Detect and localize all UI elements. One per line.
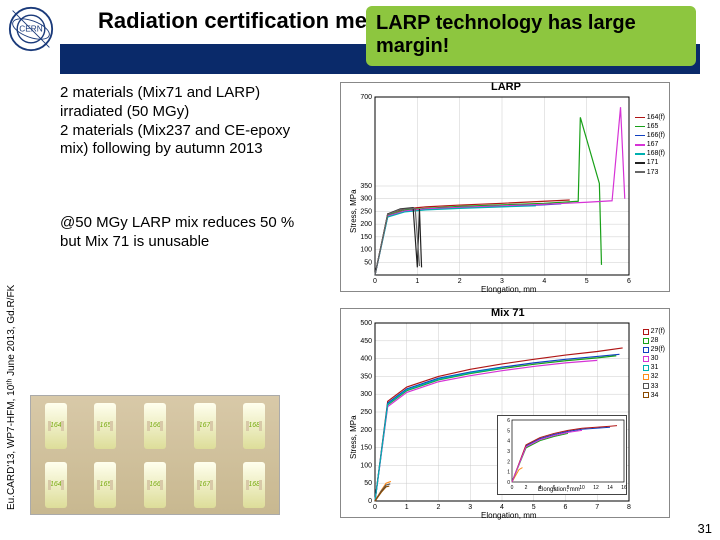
svg-text:150: 150	[360, 445, 372, 452]
legend-item: 34	[643, 391, 665, 400]
cern-logo: CERN	[8, 6, 54, 52]
chart-mix71-legend: 27(f)2829(f)3031323334	[643, 327, 665, 400]
svg-text:10: 10	[579, 485, 585, 491]
svg-text:CERN: CERN	[19, 24, 42, 33]
chart-mix71-inset: 02468101214160123456 Elongation, mm	[497, 415, 627, 495]
legend-item: 28	[643, 336, 665, 345]
sample-specimen: 168	[243, 462, 265, 508]
chart-mix71-inset-plot: 02468101214160123456	[498, 416, 628, 496]
svg-text:700: 700	[360, 94, 372, 101]
svg-text:0: 0	[507, 480, 510, 486]
svg-text:350: 350	[360, 373, 372, 380]
svg-text:12: 12	[593, 485, 599, 491]
svg-text:4: 4	[507, 439, 510, 445]
legend-item: 173	[635, 168, 665, 177]
legend-item: 171	[635, 158, 665, 167]
sample-specimen: 166	[144, 403, 166, 449]
svg-text:2: 2	[437, 504, 441, 511]
svg-text:50: 50	[364, 259, 372, 266]
sample-specimen: 165	[94, 462, 116, 508]
chart-larp-ylabel: Stress, MPa	[349, 189, 358, 233]
chart-mix71: Mix 71 012345678050100150200250300350400…	[340, 308, 670, 518]
chart-larp-plot: 0 1 2 3 4 5 6 50 100 150 200 250 300 350 700	[341, 83, 671, 293]
svg-text:3: 3	[507, 449, 510, 455]
legend-item: 29(f)	[643, 345, 665, 354]
svg-text:250: 250	[360, 208, 372, 215]
page-number: 31	[698, 521, 712, 536]
svg-text:300: 300	[360, 196, 372, 203]
legend-item: 168(f)	[635, 149, 665, 158]
chart-larp: LARP 012345650100150200250300350700 Stre…	[340, 82, 670, 292]
paragraph-materials: 2 materials (Mix71 and LARP) irradiated …	[60, 84, 320, 159]
legend-item: 27(f)	[643, 327, 665, 336]
svg-text:2: 2	[458, 278, 462, 285]
svg-text:400: 400	[360, 356, 372, 363]
svg-text:5: 5	[532, 504, 536, 511]
svg-text:250: 250	[360, 409, 372, 416]
sample-specimen: 164	[45, 403, 67, 449]
legend-item: 164(f)	[635, 113, 665, 122]
svg-text:3: 3	[468, 504, 472, 511]
legend-item: 31	[643, 363, 665, 372]
svg-text:500: 500	[360, 320, 372, 327]
svg-text:5: 5	[585, 278, 589, 285]
svg-text:300: 300	[360, 391, 372, 398]
slide: CERN Radiation certification mech LARP t…	[0, 0, 720, 540]
svg-text:4: 4	[542, 278, 546, 285]
svg-text:7: 7	[595, 504, 599, 511]
svg-text:100: 100	[360, 462, 372, 469]
sample-specimen: 167	[194, 403, 216, 449]
svg-text:0: 0	[373, 278, 377, 285]
svg-text:16: 16	[621, 485, 627, 491]
svg-text:200: 200	[360, 221, 372, 228]
sample-row-top: 164 165 166 167 168	[31, 396, 279, 455]
svg-text:50: 50	[364, 480, 372, 487]
svg-text:1: 1	[507, 470, 510, 476]
chart-mix71-xlabel: Elongation, mm	[481, 511, 537, 520]
chart-larp-legend: 164(f)165166(f)167168(f)171173	[635, 113, 665, 177]
svg-text:350: 350	[360, 183, 372, 190]
svg-text:150: 150	[360, 234, 372, 241]
svg-text:6: 6	[627, 278, 631, 285]
svg-text:0: 0	[368, 498, 372, 505]
svg-text:14: 14	[607, 485, 613, 491]
legend-item: 33	[643, 382, 665, 391]
svg-text:1: 1	[415, 278, 419, 285]
sample-specimen: 164	[45, 462, 67, 508]
svg-text:5: 5	[507, 428, 510, 434]
slide-title: Radiation certification mech	[98, 8, 393, 34]
chart-mix71-ylabel: Stress, MPa	[349, 415, 358, 459]
legend-item: 30	[643, 354, 665, 363]
sample-row-bottom: 164 165 166 167 168	[31, 455, 279, 514]
footer-credit: Eu.CARD'13, WP7-HFM, 10ᵗʰ June 2013, Gd.…	[6, 170, 17, 510]
sample-specimen: 165	[94, 403, 116, 449]
legend-item: 166(f)	[635, 131, 665, 140]
svg-text:6: 6	[564, 504, 568, 511]
svg-text:200: 200	[360, 427, 372, 434]
legend-item: 32	[643, 372, 665, 381]
chart-larp-xlabel: Elongation, mm	[481, 285, 537, 294]
svg-text:6: 6	[507, 418, 510, 424]
callout-box: LARP technology has large margin!	[366, 6, 696, 66]
sample-specimen: 168	[243, 403, 265, 449]
svg-text:2: 2	[507, 459, 510, 465]
sample-specimen: 166	[144, 462, 166, 508]
svg-text:3: 3	[500, 278, 504, 285]
inset-xlabel: Elongation, mm	[538, 487, 580, 493]
svg-text:450: 450	[360, 338, 372, 345]
svg-text:0: 0	[373, 504, 377, 511]
svg-text:8: 8	[627, 504, 631, 511]
legend-item: 165	[635, 122, 665, 131]
svg-text:100: 100	[360, 247, 372, 254]
paragraph-result: @50 MGy LARP mix reduces 50 %but Mix 71 …	[60, 214, 320, 252]
svg-text:0: 0	[511, 485, 514, 491]
sample-specimen: 167	[194, 462, 216, 508]
svg-text:2: 2	[525, 485, 528, 491]
svg-text:1: 1	[405, 504, 409, 511]
legend-item: 167	[635, 140, 665, 149]
svg-text:4: 4	[500, 504, 504, 511]
sample-photo: 164 165 166 167 168 164 165 166 167 168	[30, 395, 280, 515]
